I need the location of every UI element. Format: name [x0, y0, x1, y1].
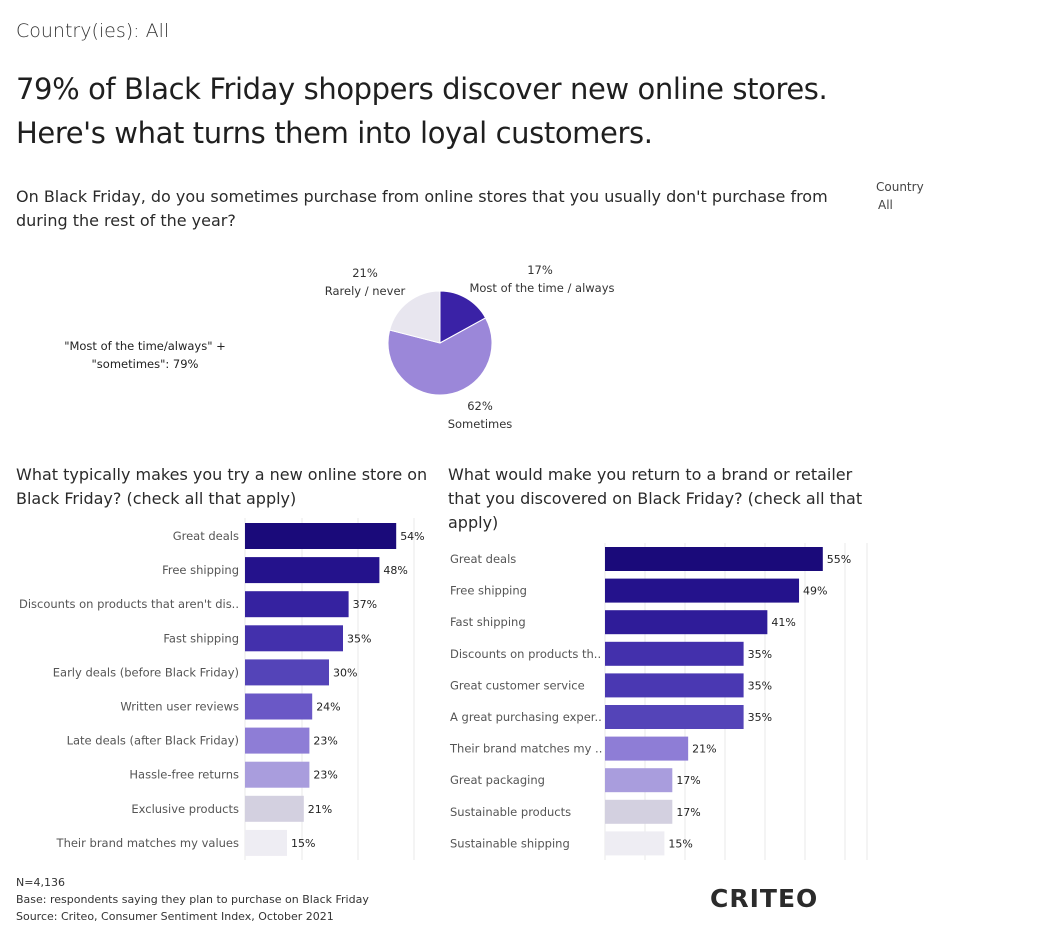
- criteo-logo: CRITEO: [710, 884, 819, 913]
- bar-chart-2-bar-5: [605, 705, 744, 729]
- bar-chart-2-category-3: Discounts on products th..: [450, 647, 601, 661]
- bar-chart-1-category-9: Their brand matches my values: [56, 836, 239, 850]
- pie-label-most: 17% Most of the time / always: [462, 261, 622, 297]
- bar-chart-2-value-9: 15%: [668, 837, 692, 850]
- footer-sample-size: N=4,136: [16, 876, 65, 889]
- bar-chart-1-category-5: Written user reviews: [120, 700, 239, 714]
- pie-label-rarely-name: Rarely / never: [324, 284, 406, 298]
- bar-chart-1-value-2: 37%: [353, 598, 377, 611]
- bar-chart-2-value-1: 49%: [803, 585, 827, 598]
- footer-source: Source: Criteo, Consumer Sentiment Index…: [16, 910, 334, 923]
- bar-chart-1-bar-1: [245, 557, 380, 584]
- bar-chart-2-value-2: 41%: [771, 616, 795, 629]
- bar-chart-2-bar-0: [605, 547, 823, 571]
- bar-chart-2-bar-7: [605, 768, 673, 793]
- bar-chart-1-value-8: 21%: [308, 803, 332, 816]
- bar-chart-1-bar-9: [245, 829, 287, 856]
- bar-chart-2-question: What would make you return to a brand or…: [448, 465, 863, 532]
- bar-chart-2-value-0: 55%: [827, 553, 851, 566]
- bar-chart-2-category-6: Their brand matches my ..: [449, 742, 602, 756]
- pie-slice-0: [439, 290, 487, 344]
- pie-label-sometimes-value: 62%: [467, 399, 493, 413]
- bar-chart-2-value-5: 35%: [748, 711, 772, 724]
- bar-chart-2-category-4: Great customer service: [450, 678, 585, 692]
- bar-chart-1-category-2: Discounts on products that aren't dis..: [19, 597, 239, 611]
- bar-chart-2-category-1: Free shipping: [450, 584, 527, 598]
- bar-chart-2-value-7: 17%: [676, 774, 700, 787]
- pie-label-rarely: 21% Rarely / never: [320, 264, 410, 300]
- pie-label-most-name: Most of the time / always: [469, 281, 615, 295]
- pie-label-sometimes-name: Sometimes: [447, 417, 513, 431]
- pie-label-rarely-value: 21%: [352, 266, 378, 280]
- pie-annotation: "Most of the time/always" + "sometimes":…: [64, 339, 226, 371]
- bar-chart-2-category-9: Sustainable shipping: [450, 836, 570, 850]
- bar-chart-1-bar-8: [245, 795, 304, 822]
- country-selector-label: Country: [876, 180, 924, 194]
- bar-chart-1-category-7: Hassle-free returns: [129, 768, 239, 782]
- country-selector-value[interactable]: All: [878, 198, 893, 212]
- bar-chart-1-category-0: Great deals: [173, 529, 239, 543]
- bar-chart-1-category-1: Free shipping: [162, 563, 239, 577]
- bar-chart-2-value-8: 17%: [676, 806, 700, 819]
- bar-chart-1-bar-3: [245, 625, 343, 652]
- bar-chart-2-category-7: Great packaging: [450, 773, 545, 787]
- country-filter-label: Country(ies): All: [16, 20, 170, 42]
- footer-base: Base: respondents saying they plan to pu…: [16, 893, 369, 906]
- bar-chart-2-bar-9: [605, 831, 665, 856]
- bar-chart-2-bar-6: [605, 736, 689, 761]
- bar-chart-2-category-5: A great purchasing exper..: [450, 710, 602, 724]
- bar-chart-1-value-9: 15%: [291, 837, 315, 850]
- bar-chart-1-bar-6: [245, 727, 310, 754]
- bar-chart-1-category-3: Fast shipping: [163, 631, 239, 645]
- bar-chart-2-bar-4: [605, 673, 744, 698]
- bar-chart-2-value-6: 21%: [692, 743, 716, 756]
- bar-chart-1-bar-5: [245, 693, 313, 720]
- bar-chart-2-category-8: Sustainable products: [450, 805, 571, 819]
- bar-chart-1-bar-4: [245, 659, 329, 686]
- headline-line-2: Here's what turns them into loyal custom…: [16, 116, 653, 150]
- bar-chart-1-category-6: Late deals (after Black Friday): [67, 734, 239, 748]
- bar-chart-1-question: What typically makes you try a new onlin…: [16, 465, 428, 508]
- bar-chart-1-category-8: Exclusive products: [131, 802, 239, 816]
- pie-label-most-value: 17%: [527, 263, 553, 277]
- bar-chart-2-value-4: 35%: [748, 679, 772, 692]
- pie-label-sometimes: 62% Sometimes: [440, 397, 520, 433]
- pie-slice-2: [389, 290, 441, 344]
- pie-chart-question: On Black Friday, do you sometimes purcha…: [16, 187, 828, 230]
- bar-chart-1-category-4: Early deals (before Black Friday): [53, 665, 239, 679]
- bar-chart-1-bar-7: [245, 761, 310, 788]
- bar-chart-1-value-3: 35%: [347, 632, 371, 645]
- bar-chart-1-value-7: 23%: [313, 769, 337, 782]
- bar-chart-1-bar-2: [245, 591, 349, 618]
- bar-chart-2-bar-3: [605, 641, 744, 666]
- bar-chart-2-value-3: 35%: [748, 648, 772, 661]
- bar-chart-1-value-6: 23%: [313, 735, 337, 748]
- bar-chart-1-value-5: 24%: [316, 701, 340, 714]
- bar-chart-1-value-0: 54%: [400, 530, 424, 543]
- bar-chart-2-bar-8: [605, 799, 673, 824]
- bar-chart-1-value-1: 48%: [383, 564, 407, 577]
- bar-chart-2-category-2: Fast shipping: [450, 615, 526, 629]
- pie-slice-1: [387, 317, 493, 396]
- bar-chart-2-category-0: Great deals: [450, 552, 516, 566]
- bar-chart-2-bar-1: [605, 578, 800, 603]
- bar-chart-1-value-4: 30%: [333, 666, 357, 679]
- bar-chart-2-bar-2: [605, 610, 768, 635]
- bar-chart-1-bar-0: [245, 523, 397, 549]
- headline-line-1: 79% of Black Friday shoppers discover ne…: [16, 72, 828, 106]
